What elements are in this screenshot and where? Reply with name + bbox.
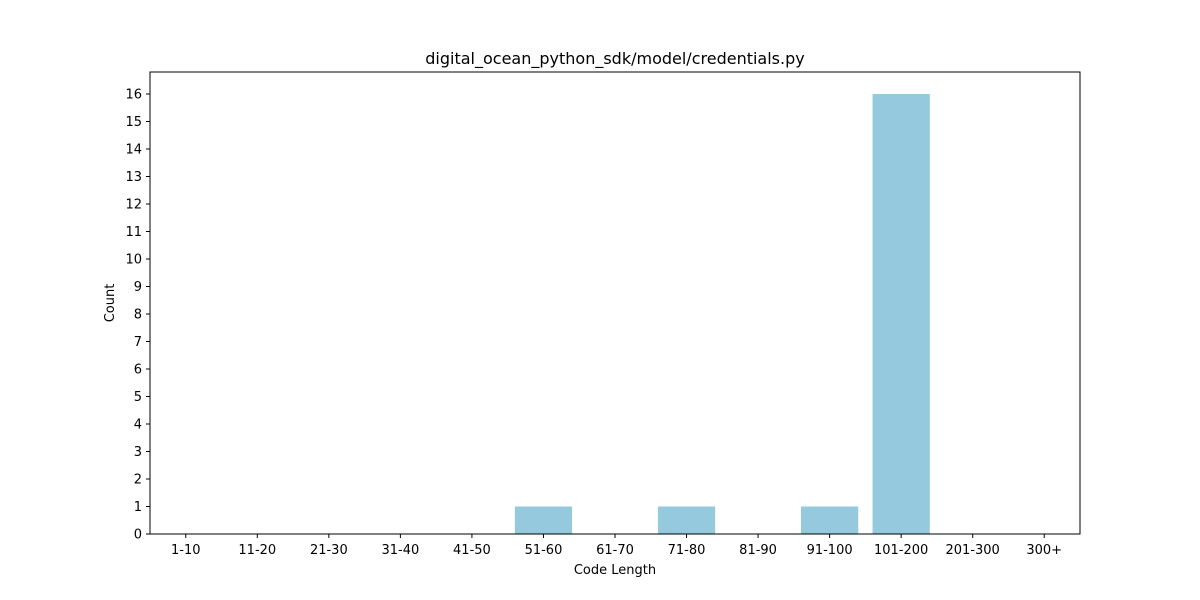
y-tick-label: 6 <box>134 363 142 378</box>
y-tick-label: 15 <box>125 115 142 130</box>
bar-91-100 <box>801 506 859 534</box>
y-tick-label: 2 <box>134 473 142 488</box>
y-tick-label: 13 <box>125 170 142 185</box>
y-tick-label: 9 <box>134 280 142 295</box>
x-tick-label: 11-20 <box>238 543 276 558</box>
y-tick-label: 3 <box>134 445 142 460</box>
x-tick-label: 51-60 <box>525 543 563 558</box>
x-tick-label: 300+ <box>1026 543 1062 558</box>
y-tick-label: 1 <box>134 500 142 515</box>
x-tick-label: 61-70 <box>596 543 634 558</box>
bar-101-200 <box>872 94 930 534</box>
y-tick-label: 0 <box>134 528 142 543</box>
y-tick-label: 7 <box>134 335 142 350</box>
x-tick-label: 31-40 <box>381 543 419 558</box>
y-tick-label: 8 <box>134 308 142 323</box>
y-tick-label: 12 <box>125 198 142 213</box>
bars-group <box>514 94 930 534</box>
x-tick-label: 1-10 <box>171 543 201 558</box>
x-tick-label: 41-50 <box>453 543 491 558</box>
x-axis: 1-10 11-20 21-30 31-40 41-50 51-60 61-70 71-80 8… <box>171 534 1062 558</box>
y-tick-label: 11 <box>125 225 142 240</box>
x-tick-label: 201-300 <box>946 543 1000 558</box>
y-tick-label: 14 <box>125 143 142 158</box>
x-tick-label: 81-90 <box>739 543 777 558</box>
x-tick-label: 91-100 <box>807 543 853 558</box>
bar-51-60 <box>514 506 573 534</box>
bar-71-80 <box>657 506 716 534</box>
x-tick-label: 101-200 <box>874 543 928 558</box>
y-tick-label: 10 <box>125 253 142 268</box>
x-tick-label: 21-30 <box>310 543 348 558</box>
y-tick-label: 16 <box>125 88 142 103</box>
x-tick-label: 71-80 <box>668 543 706 558</box>
y-tick-label: 4 <box>134 418 142 433</box>
y-tick-label: 5 <box>134 390 142 405</box>
y-axis-label: Count <box>103 284 118 323</box>
plot-frame <box>149 71 1081 535</box>
x-axis-label: Code Length <box>574 563 656 578</box>
chart-title: digital_ocean_python_sdk/model/credentia… <box>425 49 804 69</box>
